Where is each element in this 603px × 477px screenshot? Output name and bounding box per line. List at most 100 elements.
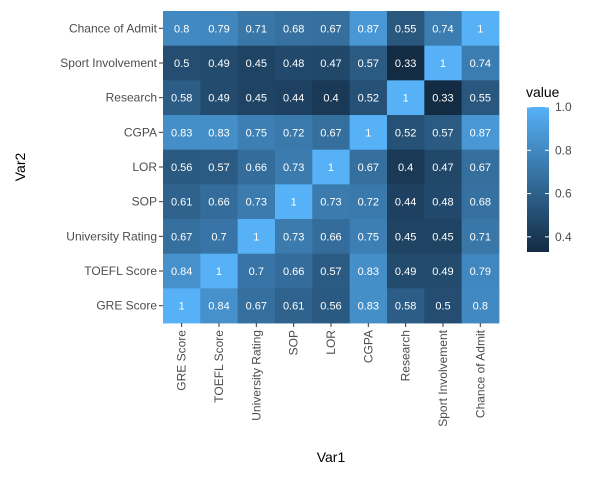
heatmap-cell bbox=[200, 115, 239, 151]
y-tick-label: TOEFL Score bbox=[84, 264, 157, 278]
heatmap-cell bbox=[237, 219, 276, 255]
heatmap-cell bbox=[386, 184, 425, 220]
heatmap-cell bbox=[274, 253, 313, 289]
heatmap-cell bbox=[349, 45, 388, 81]
cell-value-label: 1 bbox=[216, 266, 222, 278]
heatmap-cell bbox=[312, 184, 351, 220]
y-tick-label: SOP bbox=[132, 195, 157, 209]
heatmap-cell bbox=[461, 219, 500, 255]
heatmap-cell bbox=[386, 149, 425, 185]
cell-value-label: 0.67 bbox=[246, 301, 267, 313]
heatmap-cell bbox=[200, 219, 239, 255]
heatmap-cell bbox=[200, 184, 239, 220]
cell-value-label: 0.47 bbox=[432, 162, 453, 174]
heatmap-cell bbox=[424, 80, 463, 116]
heatmap-cell bbox=[312, 253, 351, 289]
x-tick-label: LOR bbox=[324, 330, 338, 355]
heatmap-cell bbox=[312, 80, 351, 116]
cell-value-label: 0.83 bbox=[171, 127, 192, 139]
cell-value-label: 0.7 bbox=[249, 266, 264, 278]
legend-tick-label: 0.8 bbox=[555, 143, 572, 157]
cell-value-label: 0.45 bbox=[432, 231, 453, 243]
x-tick-label: CGPA bbox=[361, 330, 375, 363]
heatmap-cell bbox=[200, 45, 239, 81]
heatmap-cell bbox=[424, 253, 463, 289]
heatmap-cell bbox=[163, 253, 201, 289]
cell-value-label: 0.66 bbox=[208, 197, 229, 209]
heatmap-cell bbox=[424, 149, 463, 185]
heatmap-cell bbox=[237, 115, 276, 151]
heatmap-cell-labels: 0.8 0.79 0.71 0.68 0.67 0.87 0.55 0.74 10.5 0.49 0… bbox=[171, 23, 491, 312]
cell-value-label: 0.57 bbox=[208, 162, 229, 174]
cell-value-label: 1 bbox=[291, 197, 297, 209]
cell-value-label: 0.67 bbox=[320, 127, 341, 139]
cell-value-label: 0.66 bbox=[246, 162, 267, 174]
heatmap-cell bbox=[274, 115, 313, 151]
heatmap-cell bbox=[461, 45, 500, 81]
heatmap-cell bbox=[237, 253, 276, 289]
heatmap-cell bbox=[461, 288, 500, 324]
y-tick-label: Sport Involvement bbox=[60, 56, 157, 70]
cell-value-label: 0.73 bbox=[320, 197, 341, 209]
heatmap-cell bbox=[349, 288, 388, 324]
heatmap-cell bbox=[163, 80, 201, 116]
heatmap-cell bbox=[237, 149, 276, 185]
cell-value-label: 0.57 bbox=[320, 266, 341, 278]
heatmap-cell bbox=[312, 11, 351, 47]
cell-value-label: 0.71 bbox=[246, 23, 267, 35]
cell-value-label: 0.55 bbox=[470, 93, 491, 105]
cell-value-label: 0.57 bbox=[358, 58, 379, 70]
cell-value-label: 1 bbox=[403, 93, 409, 105]
heatmap-cell bbox=[163, 115, 201, 151]
y-tick-label: LOR bbox=[132, 160, 157, 174]
cell-value-label: 0.8 bbox=[473, 301, 488, 313]
cell-value-label: 0.74 bbox=[432, 23, 453, 35]
x-tick-label: TOEFL Score bbox=[212, 330, 226, 403]
cell-value-label: 0.61 bbox=[283, 301, 304, 313]
heatmap-cell bbox=[461, 149, 500, 185]
cell-value-label: 1 bbox=[328, 162, 334, 174]
cell-value-label: 0.58 bbox=[171, 93, 192, 105]
heatmap-cell bbox=[349, 11, 388, 47]
heatmap-cell bbox=[237, 80, 276, 116]
cell-value-label: 0.87 bbox=[470, 127, 491, 139]
heatmap-cell bbox=[237, 184, 276, 220]
heatmap-cell bbox=[200, 11, 239, 47]
cell-value-label: 0.57 bbox=[432, 127, 453, 139]
heatmap-cell bbox=[461, 115, 500, 151]
heatmap-cell bbox=[424, 288, 463, 324]
legend-ticks: 0.4 0.6 0.8 1.0 bbox=[527, 100, 572, 244]
heatmap-cell bbox=[200, 80, 239, 116]
cell-value-label: 1 bbox=[440, 58, 446, 70]
x-tick-label: Research bbox=[399, 330, 413, 381]
cell-value-label: 0.48 bbox=[283, 58, 304, 70]
heatmap-cell bbox=[349, 219, 388, 255]
cell-value-label: 0.4 bbox=[398, 162, 413, 174]
y-axis-title: Var2 bbox=[12, 153, 28, 182]
y-axis: Chance of Admit Sport Involvement Research… bbox=[60, 21, 163, 313]
heatmap-cell bbox=[274, 288, 313, 324]
cell-value-label: 1 bbox=[365, 127, 371, 139]
y-tick-label: Chance of Admit bbox=[69, 21, 158, 35]
heatmap-cell bbox=[349, 149, 388, 185]
cell-value-label: 0.73 bbox=[283, 162, 304, 174]
cell-value-label: 0.67 bbox=[358, 162, 379, 174]
cell-value-label: 0.52 bbox=[395, 127, 416, 139]
heatmap-cell bbox=[312, 288, 351, 324]
heatmap-cell bbox=[386, 219, 425, 255]
cell-value-label: 0.73 bbox=[283, 231, 304, 243]
heatmap-cell bbox=[163, 45, 201, 81]
cell-value-label: 0.66 bbox=[283, 266, 304, 278]
heatmap-cell bbox=[386, 115, 425, 151]
cell-value-label: 0.67 bbox=[320, 23, 341, 35]
cell-value-label: 0.74 bbox=[470, 58, 491, 70]
heatmap-cell bbox=[312, 219, 351, 255]
x-tick-label: GRE Score bbox=[175, 330, 189, 391]
cell-value-label: 0.49 bbox=[208, 58, 229, 70]
heatmap-cell bbox=[461, 11, 500, 47]
cell-value-label: 0.49 bbox=[208, 93, 229, 105]
x-tick-label: Sport Involvement bbox=[436, 329, 450, 426]
heatmap-cell bbox=[312, 45, 351, 81]
heatmap-cell bbox=[424, 219, 463, 255]
cell-value-label: 0.61 bbox=[171, 197, 192, 209]
